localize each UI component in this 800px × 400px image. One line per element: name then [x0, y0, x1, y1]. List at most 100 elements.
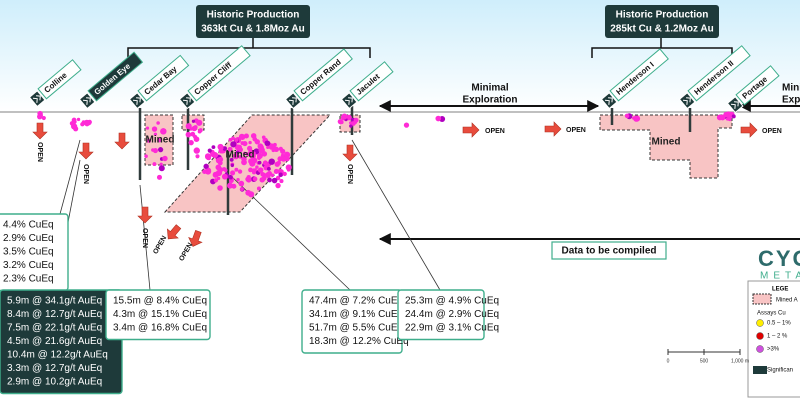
assay-dot	[151, 126, 158, 132]
assay-dot	[80, 122, 85, 127]
open-arrow	[32, 122, 48, 140]
intercept-box	[105, 289, 211, 341]
assay-dot	[159, 162, 163, 166]
assay-dot	[191, 119, 196, 123]
assay-dot	[268, 158, 275, 165]
intercept-line: 3.3m @ 12.7g/t AuEq	[7, 363, 102, 374]
intercept-box	[397, 289, 485, 341]
intercept-line: 4.3m @ 15.1% CuEq	[113, 309, 207, 320]
assay-dot	[218, 156, 224, 163]
assay-dot	[193, 136, 200, 143]
open-arrow	[188, 230, 203, 247]
legend-item: >3%	[767, 347, 780, 353]
assay-dot	[242, 151, 247, 156]
compile-note: Data to be compiled	[561, 246, 656, 257]
assay-dot	[223, 168, 228, 173]
open-label: OPEN	[82, 164, 89, 184]
intercept-line: 47.4m @ 7.2% CuEq	[309, 296, 403, 307]
open-arrow	[544, 121, 562, 137]
arrow-shape	[137, 206, 153, 224]
assay-dot	[267, 177, 272, 183]
arrow-shape	[188, 230, 203, 247]
intercept-line: 4.5m @ 21.6g/t AuEq	[7, 336, 102, 347]
site-icon	[78, 92, 96, 110]
assay-dot	[191, 125, 198, 132]
site-tag-box	[735, 65, 780, 106]
mined-area	[599, 114, 733, 179]
scale-label: 0	[667, 358, 670, 364]
assay-dot	[403, 122, 410, 128]
assay-dot	[719, 114, 726, 121]
assay-dot	[239, 187, 244, 192]
assay-dot	[156, 121, 160, 125]
site-tag-box	[349, 61, 394, 102]
intercept-line: 3.4m @ 16.8% CuEq	[113, 323, 207, 334]
assay-dot	[266, 170, 273, 177]
assay-dot	[152, 162, 157, 167]
open-label: OPEN	[566, 127, 586, 134]
site-icon	[678, 92, 696, 110]
assay-dot	[341, 113, 348, 120]
assay-dot	[258, 146, 265, 154]
assay-dot	[204, 168, 212, 175]
assay-dot	[238, 133, 245, 140]
production-box	[196, 5, 310, 38]
assay-dot	[242, 140, 248, 147]
assay-dot	[215, 164, 222, 171]
arrow-shape	[544, 121, 562, 137]
compile-box	[551, 241, 667, 260]
open-label: OPEN	[141, 228, 148, 248]
intercept-line: 4.4% CuEq	[3, 220, 54, 231]
mined-label: Mined	[226, 150, 255, 161]
assay-dot	[256, 152, 263, 159]
assay-dot	[238, 155, 243, 159]
assay-dot	[41, 115, 46, 121]
assay-dot	[188, 140, 194, 146]
legend-swatch	[752, 293, 772, 305]
assay-dot	[238, 180, 245, 187]
site-icon	[28, 90, 46, 108]
assay-dot	[185, 131, 192, 138]
intercept-line: 3.5% CuEq	[3, 247, 54, 258]
assay-dot	[731, 114, 736, 119]
assay-dot	[211, 151, 219, 159]
assay-dot	[185, 123, 192, 130]
assay-dot	[346, 114, 352, 121]
mined-label: Mined	[146, 135, 175, 146]
intercept-line: 18.3m @ 12.2% CuEq	[309, 336, 409, 347]
intercept-line: 7.5m @ 22.1g/t AuEq	[7, 323, 102, 334]
production-title: Historic Production	[207, 10, 300, 21]
assay-dot	[205, 153, 212, 160]
open-label: OPEN	[346, 164, 353, 184]
assay-dot	[228, 137, 233, 142]
site-tag-box	[37, 59, 82, 100]
assay-dot	[211, 145, 216, 150]
assay-dot	[234, 137, 239, 142]
assay-dots	[37, 110, 736, 198]
intercept-line: 25.3m @ 4.9% CuEq	[405, 296, 499, 307]
arrow-shape	[462, 122, 480, 138]
assay-dot	[73, 126, 79, 132]
assay-dot	[266, 145, 270, 149]
open-arrow	[740, 122, 758, 138]
intercept-line: 2.9m @ 10.2g/t AuEq	[7, 377, 102, 388]
assay-dot	[271, 177, 278, 184]
arrow-shape	[78, 142, 94, 160]
assay-dot	[257, 167, 264, 173]
assay-dot	[254, 139, 260, 145]
assay-dot	[84, 120, 90, 127]
assay-dot	[435, 115, 442, 122]
open-label: OPEN	[36, 142, 43, 162]
site-icon	[340, 92, 358, 110]
assay-dot	[232, 153, 240, 160]
intercept-line: 15.5m @ 8.4% CuEq	[113, 296, 207, 307]
assay-dot	[278, 146, 283, 151]
legend-item: Mined A	[776, 298, 798, 304]
assay-dot	[282, 171, 287, 177]
assay-dot	[158, 147, 164, 153]
assay-dot	[71, 119, 77, 125]
production-detail: 285kt Cu & 1.2Moz Au	[610, 24, 714, 35]
open-arrow	[342, 144, 358, 162]
logo-name: CYGN	[758, 246, 800, 271]
assay-dot	[230, 141, 237, 148]
